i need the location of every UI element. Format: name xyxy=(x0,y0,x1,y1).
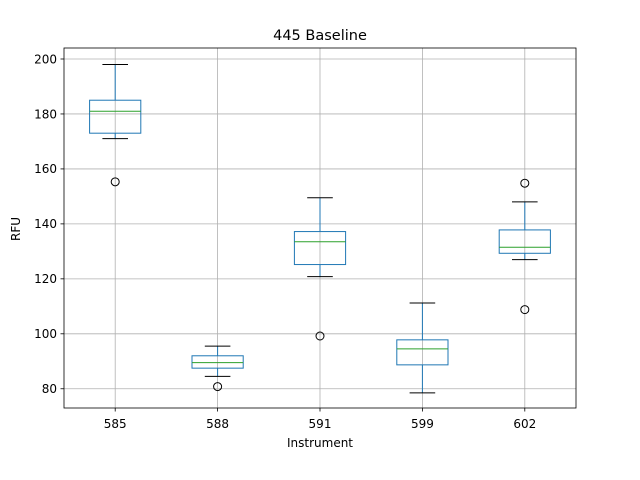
iqr-box xyxy=(191,355,244,369)
chart-title: 445 Baseline xyxy=(273,28,367,44)
outlier-point xyxy=(110,177,120,187)
x-tick-label: 602 xyxy=(513,417,536,431)
y-tick-label: 80 xyxy=(42,382,57,396)
x-tick-label: 599 xyxy=(411,417,434,431)
y-tick-label: 160 xyxy=(34,162,57,176)
iqr-box xyxy=(498,229,551,254)
x-tick-label: 591 xyxy=(309,417,332,431)
ticks: 80 100 120 140 160 180 200 585 588 591 599 602 xyxy=(34,52,536,431)
x-axis-title: Instrument xyxy=(287,436,353,450)
outlier-point xyxy=(520,178,530,188)
y-axis-title: RFU xyxy=(9,217,23,241)
iqr-box xyxy=(396,339,449,366)
outlier-point xyxy=(213,382,223,392)
box-585 xyxy=(89,63,142,187)
y-tick-label: 180 xyxy=(34,107,57,121)
y-tick-label: 120 xyxy=(34,272,57,286)
y-tick-label: 100 xyxy=(34,327,57,341)
outlier-point xyxy=(520,305,530,315)
outlier-point xyxy=(315,331,325,341)
boxes xyxy=(89,63,551,394)
y-tick-label: 200 xyxy=(34,52,57,66)
box-602 xyxy=(498,178,551,315)
y-tick-label: 140 xyxy=(34,217,57,231)
box-591 xyxy=(293,197,347,341)
box-599 xyxy=(396,302,449,394)
x-tick-label: 588 xyxy=(206,417,229,431)
box-588 xyxy=(191,345,244,392)
iqr-box xyxy=(89,99,142,134)
iqr-box xyxy=(293,231,347,266)
x-tick-label: 585 xyxy=(104,417,127,431)
grid xyxy=(64,48,576,408)
